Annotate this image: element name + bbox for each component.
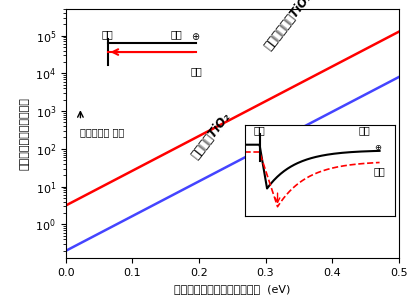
X-axis label: 表面ポテンシャル障壁の高さ  (eV): 表面ポテンシャル障壁の高さ (eV) [174,284,291,294]
Text: 内部: 内部 [359,126,370,136]
Text: ルチル型TiO₂: ルチル型TiO₂ [189,111,233,162]
Text: 表面: 表面 [102,29,113,39]
Y-axis label: キャリア寿命（ナノ秒）: キャリア寿命（ナノ秒） [20,97,30,170]
Text: 障壁の高さ ゼロ: 障壁の高さ ゼロ [81,128,125,138]
Text: 正孔: 正孔 [190,66,202,76]
Text: アナターゼ型TiO₂: アナターゼ型TiO₂ [262,0,315,53]
Text: ⊕: ⊕ [374,143,381,153]
Text: ⊕: ⊕ [191,32,199,42]
Text: 内部: 内部 [171,29,182,39]
Text: 表面: 表面 [254,126,266,136]
Text: 正孔: 正孔 [374,166,386,176]
